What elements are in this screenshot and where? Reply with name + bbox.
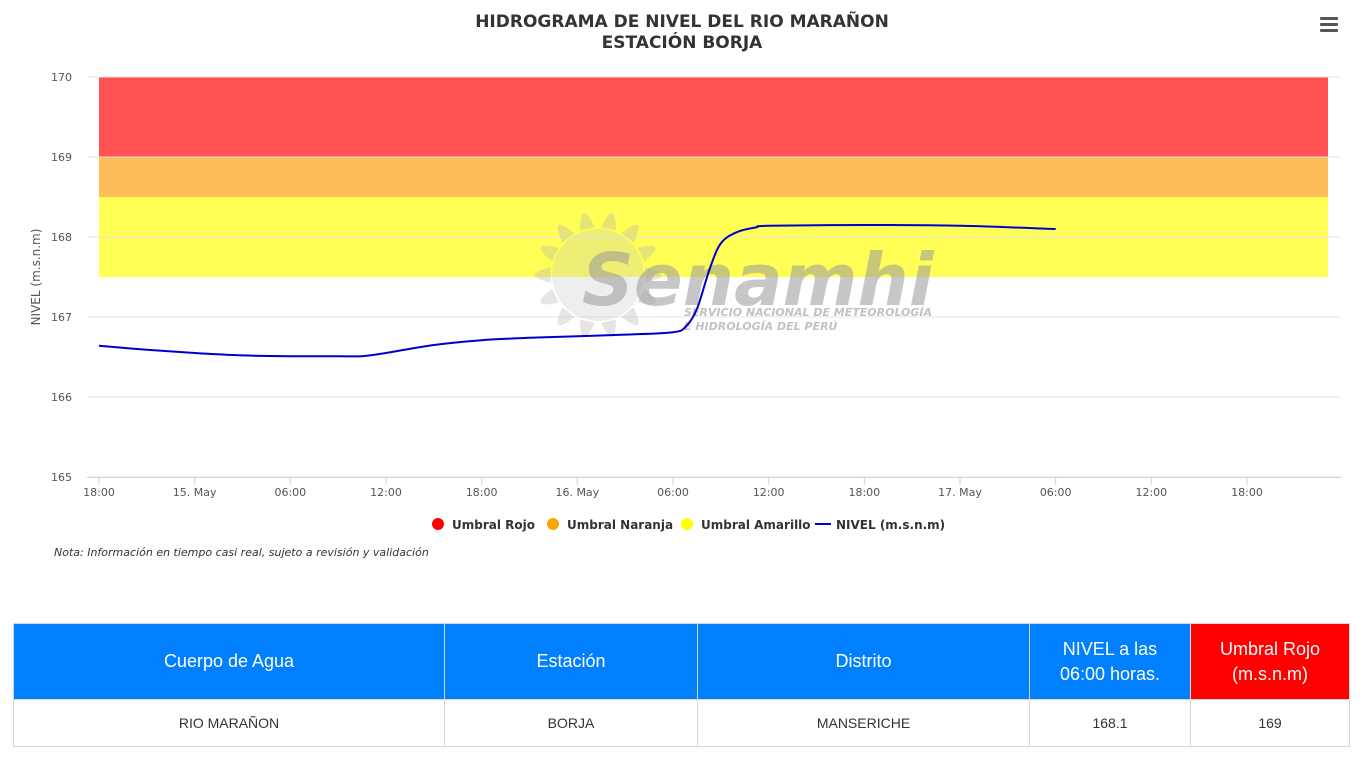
chart-legend[interactable]: Umbral Rojo Umbral Naranja Umbral Amarillo… — [432, 518, 945, 532]
y-tick-label: 166 — [51, 391, 72, 404]
x-tick-label: 12:00 — [1135, 486, 1167, 499]
y-tick-label: 169 — [51, 151, 72, 164]
chart-menu-button[interactable] — [1316, 14, 1342, 36]
x-tick-label: 17. May — [938, 486, 982, 499]
disclaimer-note: Nota: Información en tiempo casi real, s… — [54, 546, 429, 559]
legend-label: Umbral Amarillo — [701, 518, 811, 532]
watermark-brand: Senamhi — [582, 238, 935, 322]
header-distrito: Distrito — [697, 623, 1030, 700]
y-tick-label: 167 — [51, 311, 72, 324]
chart-title: HIDROGRAMA DE NIVEL DEL RIO MARAÑON — [475, 9, 889, 32]
sun-ray — [579, 319, 595, 338]
x-tick-label: 16. May — [555, 486, 599, 499]
legend-item[interactable]: Umbral Amarillo — [681, 518, 811, 532]
sun-ray — [557, 224, 575, 243]
header-umbral-line2: (m.s.n.m) — [1232, 663, 1308, 684]
hydrograph-chart: HIDROGRAMA DE NIVEL DEL RIO MARAÑON ESTA… — [29, 9, 1342, 559]
y-axis-label: NIVEL (m.s.n.m) — [29, 229, 43, 326]
legend-dot-icon — [432, 518, 444, 530]
sun-ray — [540, 245, 559, 262]
header-umbral-line1: Umbral Rojo — [1219, 638, 1321, 659]
legend-label: NIVEL (m.s.n.m) — [836, 518, 945, 532]
x-tick-label: 18:00 — [466, 486, 498, 499]
watermark-tagline-1: SERVICIO NACIONAL DE METEOROLOGÍA — [684, 306, 932, 319]
cell-distrito: MANSERICHE — [697, 699, 1030, 747]
cell-estacion: BORJA — [444, 699, 698, 747]
legend-dot-icon — [547, 518, 559, 530]
axes-layer: 165 166 167 168 169 170 18:00 15. May 06:00 12:00… — [51, 71, 1341, 499]
legend-label: Umbral Rojo — [452, 518, 535, 532]
y-tick-label: 170 — [51, 71, 72, 84]
sun-ray — [601, 319, 617, 338]
y-tick-label: 165 — [51, 471, 72, 484]
legend-item[interactable]: NIVEL (m.s.n.m) — [815, 518, 945, 532]
sun-ray — [637, 245, 656, 262]
x-tick-label: 15. May — [173, 486, 217, 499]
sun-ray — [579, 212, 595, 231]
menu-icon — [1320, 17, 1338, 20]
sun-ray — [621, 224, 639, 243]
x-tick-label: 06:00 — [657, 486, 689, 499]
legend-item[interactable]: Umbral Rojo — [432, 518, 535, 532]
series-nivel-line — [98, 223, 1056, 358]
header-nivel-line2: 06:00 horas. — [1059, 663, 1161, 684]
sun-disc — [552, 229, 644, 321]
sun-ray — [645, 267, 662, 283]
chart-subtitle: ESTACIÓN BORJA — [602, 31, 764, 53]
x-tick-label: 12:00 — [753, 486, 785, 499]
watermark-tagline-2: E HIDROLOGÍA DEL PERÚ — [684, 320, 838, 333]
table-row: RIO MARAÑON BORJA MANSERICHE 168.1 169 — [13, 699, 1350, 747]
header-nivel: NIVEL a las 06:00 horas. — [1029, 623, 1191, 700]
x-tick-label: 18:00 — [83, 486, 115, 499]
cell-cuerpo: RIO MARAÑON — [13, 699, 445, 747]
menu-icon-bar — [1320, 23, 1338, 26]
series-layer — [98, 223, 1056, 358]
legend-item[interactable]: Umbral Naranja — [547, 518, 673, 532]
sun-ray — [621, 307, 639, 326]
header-nivel-line1: NIVEL a las — [1062, 638, 1158, 659]
band-umbral-naranja — [99, 157, 1328, 197]
header-cuerpo: Cuerpo de Agua — [13, 623, 445, 700]
cell-nivel: 168.1 — [1029, 699, 1191, 747]
sun-ray — [540, 288, 559, 305]
header-estacion: Estación — [444, 623, 698, 700]
x-tick-label: 18:00 — [848, 486, 880, 499]
sun-ray — [557, 307, 575, 326]
band-umbral-rojo — [99, 77, 1328, 157]
station-table: Cuerpo de Agua Estación Distrito NIVEL a… — [13, 623, 1350, 747]
sun-ray — [534, 267, 551, 283]
x-tick-label: 12:00 — [370, 486, 402, 499]
cell-umbral: 169 — [1190, 699, 1350, 747]
chart-svg: HIDROGRAMA DE NIVEL DEL RIO MARAÑON ESTA… — [29, 9, 1341, 532]
sun-ray — [637, 288, 656, 305]
header-umbral-rojo: Umbral Rojo (m.s.n.m) — [1190, 623, 1350, 700]
x-tick-label: 06:00 — [274, 486, 306, 499]
legend-dot-icon — [681, 518, 693, 530]
sun-ray — [601, 212, 617, 231]
table-header-row: Cuerpo de Agua Estación Distrito NIVEL a… — [13, 623, 1350, 700]
x-tick-label: 06:00 — [1040, 486, 1072, 499]
menu-icon-bar — [1320, 29, 1338, 32]
x-tick-label: 18:00 — [1231, 486, 1263, 499]
legend-label: Umbral Naranja — [567, 518, 673, 532]
y-tick-label: 168 — [51, 231, 72, 244]
